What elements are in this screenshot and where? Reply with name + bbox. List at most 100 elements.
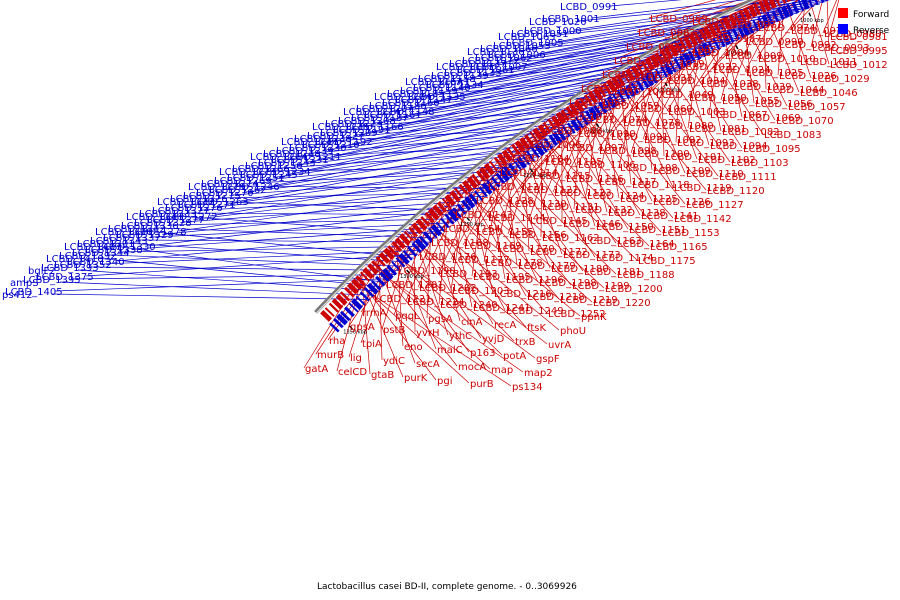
forward-gene-label: LCBD_1132 <box>575 205 633 216</box>
reverse-gene-label: LCBD_1157 <box>436 62 494 73</box>
reverse-gene-feature <box>411 242 422 254</box>
leader-line <box>85 253 419 277</box>
reverse-gene-label: LCBD_1330 <box>98 242 156 253</box>
reverse-gene-label: LCBD_1278 <box>129 227 187 238</box>
reverse-gene-feature <box>814 0 819 6</box>
forward-gene-label: LCBD_1080 <box>656 121 714 132</box>
reverse-gene-feature <box>606 96 616 109</box>
reverse-gene-feature <box>415 238 427 250</box>
forward-gene-feature <box>380 252 391 263</box>
forward-gene-feature <box>688 34 697 47</box>
reverse-gene-label: LCBD_1392 <box>59 251 117 262</box>
forward-gene-feature <box>524 134 534 146</box>
forward-gene-feature <box>348 282 359 294</box>
forward-gene-feature <box>758 0 767 13</box>
forward-gene-feature <box>747 5 756 18</box>
forward-gene-label: LCBD_1002 <box>659 45 717 56</box>
leader-line <box>528 108 566 221</box>
reverse-gene-feature <box>663 64 672 76</box>
reverse-gene-label: LCBD_1251 <box>227 173 285 184</box>
reverse-gene-feature <box>391 261 401 272</box>
reverse-gene-label: LCBD_1066 <box>480 44 538 55</box>
reverse-gene-label: LCBD_1140 <box>413 83 471 94</box>
forward-gene-feature <box>420 216 431 227</box>
forward-gene-label: LCBD_1179 <box>518 261 576 272</box>
reverse-gene-label: LCBD_1407 <box>64 242 122 253</box>
reverse-gene-feature <box>348 302 359 313</box>
forward-gene-feature <box>454 187 464 199</box>
forward-gene-label: LCBD_1190 <box>398 266 456 277</box>
tick-label: 1350 kbp <box>343 330 367 336</box>
forward-gene-label: LCBD_1094 <box>710 141 768 152</box>
forward-gene-label: LCBD_1125 <box>620 194 678 205</box>
forward-gene-feature <box>391 241 403 253</box>
reverse-gene-feature <box>483 182 493 194</box>
forward-gene-label: LCBD_0995 <box>830 46 888 57</box>
forward-gene-label: LCBD_1010 <box>758 54 816 65</box>
reverse-gene-feature <box>333 317 344 329</box>
reverse-gene-feature <box>786 3 794 16</box>
reverse-gene-label: LCBD_1279 <box>188 182 246 193</box>
forward-gene-label: LCBD_1117 <box>599 177 657 188</box>
reverse-gene-feature <box>535 143 545 156</box>
forward-gene-label: LCBD_1156 <box>509 230 567 241</box>
leader-line <box>809 0 830 65</box>
tick-mark <box>529 168 534 173</box>
reverse-gene-feature <box>712 38 721 50</box>
forward-gene-feature <box>399 234 410 246</box>
forward-gene-label: LCBD_0993 <box>812 43 870 54</box>
forward-gene-feature <box>339 291 351 302</box>
forward-gene-label: LCBD_1019 <box>647 59 705 70</box>
forward-gene-label: LCBD_1115 <box>533 171 591 182</box>
reverse-gene-label: LCBD_1185 <box>387 89 445 100</box>
forward-gene-label: LCBD_1168 <box>431 238 489 249</box>
leader-line <box>108 254 405 267</box>
reverse-gene-label: LCBD_1272 <box>160 212 218 223</box>
leader-line <box>690 0 752 22</box>
reverse-gene-label: LCBD_1007 <box>470 62 528 73</box>
forward-gene-feature <box>670 44 679 56</box>
forward-gene-feature <box>415 220 426 231</box>
forward-gene-label: pgi <box>437 376 452 387</box>
leader-line <box>624 0 754 47</box>
reverse-gene-feature <box>452 207 462 219</box>
forward-gene-feature <box>534 127 544 139</box>
forward-gene-label: map2 <box>524 368 553 379</box>
forward-gene-feature <box>483 164 494 176</box>
forward-gene-feature <box>364 267 375 278</box>
reverse-gene-feature <box>543 137 553 150</box>
forward-gene-feature <box>607 79 617 92</box>
reverse-gene-label: LCBD_1243 <box>258 158 316 169</box>
reverse-gene-label: LCBD_1211 <box>284 152 342 163</box>
forward-gene-label: LCBD_1081 <box>689 124 747 135</box>
forward-gene-feature <box>597 85 607 98</box>
reverse-gene-feature <box>530 147 540 159</box>
forward-gene-feature <box>579 97 588 109</box>
reverse-gene-feature <box>777 7 785 20</box>
forward-gene-feature <box>704 26 713 39</box>
leader-line <box>338 97 632 148</box>
forward-gene-feature <box>384 247 395 259</box>
forward-gene-label: LCBD_1220 <box>593 298 651 309</box>
reverse-gene-feature <box>679 55 688 68</box>
reverse-gene-feature <box>673 58 682 70</box>
reverse-gene-feature <box>665 62 674 75</box>
leader-line <box>553 115 662 233</box>
forward-gene-label: LCBD_1088 <box>545 126 603 137</box>
leader-line <box>511 12 798 61</box>
forward-gene-feature <box>493 157 503 168</box>
reverse-gene-feature <box>449 209 459 221</box>
forward-gene-feature <box>733 12 741 25</box>
forward-gene-feature <box>521 137 530 148</box>
forward-gene-feature <box>489 160 498 172</box>
leader-line <box>421 216 560 331</box>
leader-line <box>139 239 432 243</box>
reverse-gene-feature <box>721 33 729 46</box>
reverse-gene-label: LCBD_1210 <box>302 140 360 151</box>
forward-gene-feature <box>539 124 549 136</box>
reverse-gene-feature <box>384 268 394 278</box>
forward-gene-label: LCBD_1218 <box>527 292 585 303</box>
reverse-gene-label: LCBD_1269 <box>214 176 272 187</box>
tick-mark <box>406 269 410 274</box>
